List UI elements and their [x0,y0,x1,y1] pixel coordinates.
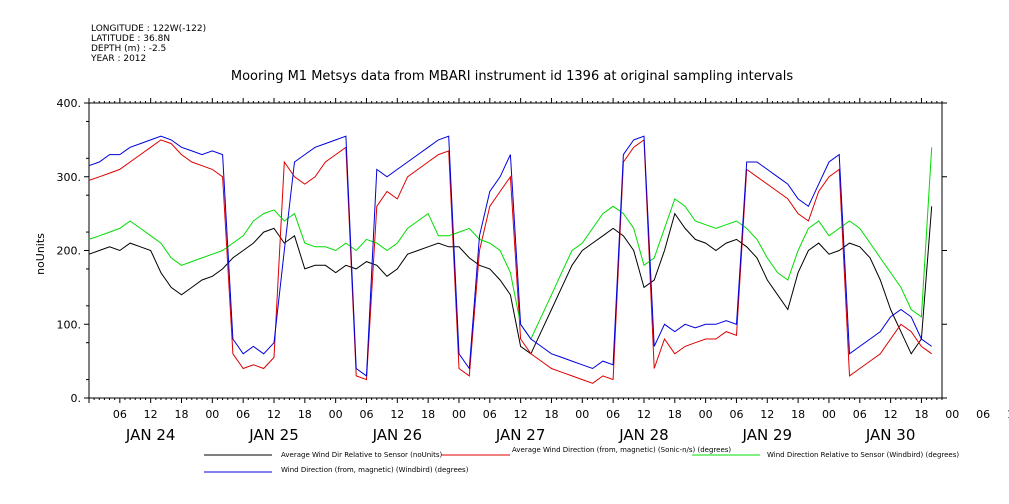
chart-title: Mooring M1 Metsys data from MBARI instru… [231,69,793,84]
series-line-1 [88,206,933,355]
x-tick-label: 00 [329,408,343,421]
latitude-label: LATITUDE : 36.8N [91,34,170,44]
x-tick-label: 06 [359,408,373,421]
day-label: JAN 26 [372,426,423,444]
series-line-4 [88,135,932,377]
x-tick-label: 12 [637,408,651,421]
x-tick-label: 06 [729,408,743,421]
legend-label-3: Wind Direction Relative to Sensor (Windb… [767,451,959,459]
x-tick-label: 18 [298,408,312,421]
x-tick-label: 12 [760,408,774,421]
day-label: JAN 24 [125,426,176,444]
y-axis: 0. 100. 200. 300. 400. [57,97,947,405]
day-label: JAN 30 [865,426,916,444]
series-layer [88,135,933,384]
x-tick-label: 12 [267,408,281,421]
x-tick-label: 06 [236,408,250,421]
x-tick-label: 12 [390,408,404,421]
y-tick-label: 400. [57,97,82,110]
series-line-3 [88,147,933,340]
x-tick-label: 18 [668,408,682,421]
x-tick-label: 18 [791,408,805,421]
legend-label-4: Wind Direction (from, magnetic) (Windbir… [281,466,469,474]
x-axis: 06 12 18 00 06 12 18 00 06 12 18 00 06 12 18 00 06 12 18 00… [88,98,1009,444]
x-tick-label: 06 [606,408,620,421]
x-tick-label: 00 [205,408,219,421]
x-tick-label: 00 [699,408,713,421]
x-tick-label: 00 [575,408,589,421]
x-tick-label: 12 [1007,408,1009,421]
x-tick-label: 12 [514,408,528,421]
legend: Average Wind Dir Relative to Sensor (noU… [204,446,959,474]
legend-label-2: Average Wind Direction (from, magnetic) … [512,446,731,454]
y-tick-label: 100. [57,318,82,331]
x-tick-label: 12 [144,408,158,421]
y-tick-label: 300. [57,171,82,184]
year-label: YEAR : 2012 [90,54,146,64]
y-axis-label: noUnits [34,233,47,275]
day-label: JAN 29 [742,426,793,444]
x-tick-label: 00 [945,408,959,421]
longitude-label: LONGITUDE : 122W(-122) [91,24,206,34]
legend-label-1: Average Wind Dir Relative to Sensor (noU… [281,451,442,459]
x-tick-label: 18 [421,408,435,421]
depth-label: DEPTH (m) : -2.5 [91,44,166,54]
y-tick-label: 200. [57,245,82,258]
x-tick-label: 18 [544,408,558,421]
x-tick-label: 06 [976,408,990,421]
x-tick-label: 12 [884,408,898,421]
x-tick-label: 06 [853,408,867,421]
x-tick-label: 00 [452,408,466,421]
x-tick-label: 06 [483,408,497,421]
day-label: JAN 28 [618,426,669,444]
y-tick-label: 0. [71,392,82,405]
day-label: JAN 27 [495,426,546,444]
x-tick-label: 00 [822,408,836,421]
day-label: JAN 25 [248,426,299,444]
x-tick-label: 18 [174,408,188,421]
x-tick-label: 06 [113,408,127,421]
series-line-2 [88,138,932,384]
x-tick-label: 18 [914,408,928,421]
